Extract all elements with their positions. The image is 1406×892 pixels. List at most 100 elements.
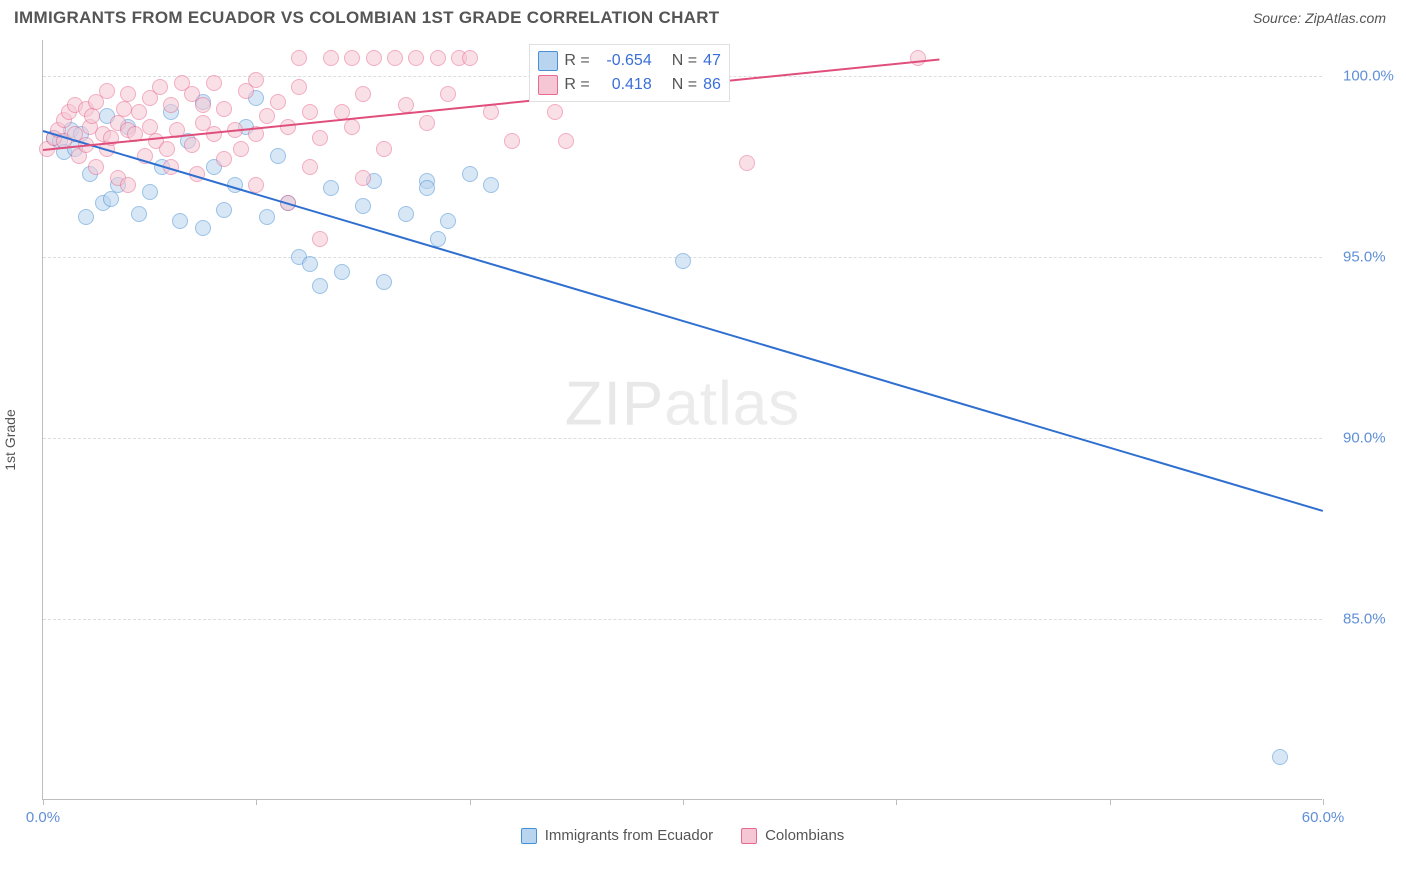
data-point	[910, 50, 926, 66]
data-point	[376, 274, 392, 290]
data-point	[312, 231, 328, 247]
data-point	[163, 97, 179, 113]
chart-title: IMMIGRANTS FROM ECUADOR VS COLOMBIAN 1ST…	[14, 8, 719, 28]
data-point	[355, 170, 371, 186]
x-tick-label: 0.0%	[26, 809, 60, 826]
chart-container: 1st Grade ZIPatlas 85.0%90.0%95.0%100.0%…	[14, 40, 1394, 840]
x-tick	[896, 799, 897, 805]
x-tick	[470, 799, 471, 805]
data-point	[302, 104, 318, 120]
y-tick-label: 90.0%	[1343, 430, 1386, 447]
data-point	[248, 177, 264, 193]
x-tick	[1110, 799, 1111, 805]
legend-item: Immigrants from Ecuador	[521, 827, 713, 844]
data-point	[483, 104, 499, 120]
legend-swatch	[741, 828, 757, 844]
data-point	[323, 50, 339, 66]
data-point	[302, 256, 318, 272]
x-tick-label: 60.0%	[1302, 809, 1345, 826]
data-point	[547, 104, 563, 120]
stats-legend-row: R = 0.418N = 86	[538, 73, 720, 97]
data-point	[195, 220, 211, 236]
data-point	[131, 206, 147, 222]
series-legend: Immigrants from Ecuador Colombians	[43, 827, 1322, 844]
data-point	[462, 166, 478, 182]
data-point	[558, 133, 574, 149]
data-point	[152, 79, 168, 95]
stats-legend: R = -0.654N = 47R = 0.418N = 86	[529, 44, 729, 102]
data-point	[216, 101, 232, 117]
legend-swatch	[538, 75, 558, 95]
data-point	[739, 155, 755, 171]
data-point	[78, 209, 94, 225]
y-tick-label: 85.0%	[1343, 611, 1386, 628]
watermark: ZIPatlas	[565, 369, 800, 440]
y-axis-label: 1st Grade	[2, 409, 18, 470]
data-point	[270, 94, 286, 110]
data-point	[142, 184, 158, 200]
data-point	[302, 159, 318, 175]
data-point	[675, 253, 691, 269]
data-point	[355, 198, 371, 214]
data-point	[344, 119, 360, 135]
data-point	[440, 213, 456, 229]
data-point	[419, 180, 435, 196]
data-point	[248, 72, 264, 88]
data-point	[312, 278, 328, 294]
data-point	[84, 108, 100, 124]
trend-line	[43, 131, 1324, 513]
data-point	[323, 180, 339, 196]
legend-swatch	[538, 51, 558, 71]
data-point	[504, 133, 520, 149]
data-point	[280, 119, 296, 135]
data-point	[120, 86, 136, 102]
data-point	[131, 104, 147, 120]
data-point	[398, 206, 414, 222]
y-tick-label: 100.0%	[1343, 68, 1394, 85]
data-point	[116, 101, 132, 117]
data-point	[259, 209, 275, 225]
data-point	[233, 141, 249, 157]
data-point	[99, 83, 115, 99]
data-point	[334, 264, 350, 280]
data-point	[440, 86, 456, 102]
legend-swatch	[521, 828, 537, 844]
gridline	[43, 619, 1322, 620]
data-point	[88, 159, 104, 175]
data-point	[172, 213, 188, 229]
gridline	[43, 438, 1322, 439]
x-tick	[256, 799, 257, 805]
x-tick	[1323, 799, 1324, 805]
data-point	[259, 108, 275, 124]
data-point	[387, 50, 403, 66]
data-point	[206, 75, 222, 91]
data-point	[344, 50, 360, 66]
data-point	[270, 148, 286, 164]
x-tick	[43, 799, 44, 805]
plot-area: ZIPatlas 85.0%90.0%95.0%100.0%0.0%60.0%R…	[42, 40, 1322, 800]
data-point	[376, 141, 392, 157]
data-point	[462, 50, 478, 66]
data-point	[291, 79, 307, 95]
data-point	[1272, 749, 1288, 765]
data-point	[355, 86, 371, 102]
data-point	[291, 50, 307, 66]
data-point	[216, 202, 232, 218]
x-tick	[683, 799, 684, 805]
data-point	[312, 130, 328, 146]
legend-item: Colombians	[741, 827, 844, 844]
data-point	[159, 141, 175, 157]
data-point	[430, 50, 446, 66]
data-point	[408, 50, 424, 66]
data-point	[483, 177, 499, 193]
data-point	[120, 177, 136, 193]
stats-legend-row: R = -0.654N = 47	[538, 49, 720, 73]
data-point	[216, 151, 232, 167]
data-point	[419, 115, 435, 131]
y-tick-label: 95.0%	[1343, 249, 1386, 266]
data-point	[366, 50, 382, 66]
data-point	[184, 137, 200, 153]
data-point	[195, 97, 211, 113]
data-point	[103, 191, 119, 207]
source-label: Source: ZipAtlas.com	[1253, 10, 1386, 26]
